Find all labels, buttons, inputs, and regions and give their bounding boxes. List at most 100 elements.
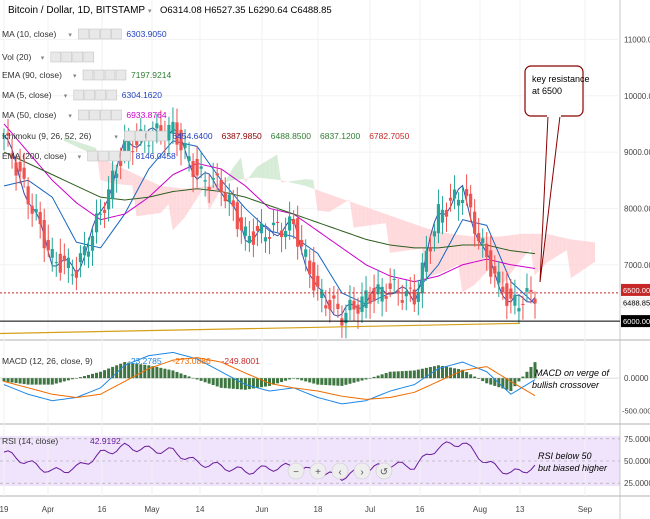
macd-hist-bar [163, 368, 167, 379]
gear-icon[interactable] [89, 28, 100, 40]
chevron-down-icon[interactable]: ▾ [68, 32, 72, 39]
eye-icon[interactable] [73, 89, 85, 101]
candle-body [183, 143, 187, 148]
reset-button[interactable] [375, 462, 393, 480]
candle-body [94, 213, 99, 233]
indicator-label[interactable]: Vol (20) [2, 52, 31, 62]
eye-icon[interactable] [78, 109, 89, 121]
close-icon[interactable] [146, 130, 157, 142]
close-icon[interactable] [95, 89, 107, 101]
macd-hist-bar [263, 378, 267, 387]
zoom-in-button[interactable] [309, 462, 327, 480]
macd-hist-bar [525, 371, 529, 379]
trendline[interactable] [0, 322, 521, 335]
close-icon[interactable] [100, 109, 111, 121]
macd-hist-bar [42, 378, 46, 385]
close-icon[interactable] [109, 150, 120, 162]
candle-body [384, 296, 388, 299]
macd-hist-bar [481, 378, 485, 382]
candle-body [18, 161, 22, 172]
gear-icon[interactable] [89, 109, 100, 121]
chevron-down-icon[interactable]: ▾ [73, 73, 77, 80]
eye-icon[interactable] [124, 130, 135, 142]
candle-body [251, 231, 256, 245]
candle-body [320, 289, 324, 299]
scroll-right-button[interactable] [353, 462, 371, 480]
macd-label[interactable]: MACD (12, 26, close, 9) [2, 356, 93, 366]
cloud-segment [64, 137, 69, 143]
indicator-label[interactable]: MA (5, close) [2, 90, 52, 100]
macd-hist-bar [284, 378, 288, 381]
eye-icon[interactable] [50, 51, 62, 63]
cloud-segment [341, 198, 346, 205]
time-tick: Aug [473, 505, 487, 514]
chevron-down-icon[interactable]: ▾ [68, 113, 72, 120]
plus-icon[interactable] [120, 150, 131, 162]
cloud-segment [232, 162, 237, 181]
plus-icon[interactable] [106, 89, 118, 101]
cloud-segment [265, 159, 270, 179]
plus-icon[interactable] [111, 109, 122, 121]
macd-hist-bar [428, 367, 432, 379]
chevron-down-icon[interactable]: ▾ [41, 55, 45, 62]
macd-hist-bar [268, 378, 271, 386]
plus-icon[interactable] [157, 130, 168, 142]
close-icon[interactable] [72, 51, 84, 63]
cloud-segment [502, 235, 507, 285]
rsi-label[interactable]: RSI (14, close) [2, 436, 58, 446]
candle-body [175, 122, 179, 145]
cloud-segment [590, 241, 595, 265]
gear-icon[interactable] [135, 130, 146, 142]
macd-hist-bar [436, 365, 440, 379]
macd-hist-bar [219, 378, 223, 388]
cloud-segment [550, 234, 555, 261]
gear-icon[interactable] [84, 89, 96, 101]
cloud-segment [180, 188, 185, 222]
indicator-label[interactable]: EMA (200, close) [2, 151, 67, 161]
macd-hist-bar [167, 369, 171, 379]
plus-icon[interactable] [111, 28, 122, 40]
eye-icon[interactable] [82, 69, 94, 81]
chevron-down-icon[interactable]: ▾ [64, 93, 68, 100]
macd-hist-bar [103, 370, 107, 379]
close-icon[interactable] [104, 69, 116, 81]
macd-hist-bar [292, 378, 296, 379]
indicator-label[interactable]: EMA (90, close) [2, 70, 62, 80]
gear-icon[interactable] [61, 51, 73, 63]
macd-hist-bar [22, 378, 26, 385]
macd-hist-bar [344, 378, 348, 385]
cloud-segment [96, 147, 101, 180]
candle-body [10, 153, 14, 159]
macd-hist-bar [203, 378, 207, 383]
macd-hist-bar [473, 376, 477, 379]
chevron-down-icon[interactable]: ▾ [148, 8, 152, 15]
cloud-segment [365, 207, 370, 226]
close-icon[interactable] [100, 28, 111, 40]
macd-hist-bar [139, 364, 143, 379]
eye-icon[interactable] [87, 150, 98, 162]
cloud-segment [474, 236, 479, 286]
indicator-label[interactable]: Ichimoku (9, 26, 52, 26) [2, 131, 91, 141]
chevron-down-icon[interactable]: ▾ [114, 134, 118, 141]
macd-hist-bar [62, 378, 66, 382]
scroll-left-button[interactable] [331, 462, 349, 480]
plus-icon[interactable] [83, 51, 95, 63]
gear-icon[interactable] [93, 69, 105, 81]
chevron-down-icon[interactable]: ▾ [78, 154, 82, 161]
macd-hist-bar [135, 363, 139, 379]
indicator-label[interactable]: MA (50, close) [2, 110, 56, 120]
macd-hist-bar [296, 378, 300, 380]
cloud-segment [208, 184, 213, 211]
plus-icon[interactable] [115, 69, 127, 81]
zoom-out-button[interactable] [287, 462, 305, 480]
macd-hist-bar [6, 378, 10, 382]
candle-body [288, 216, 292, 231]
gear-icon[interactable] [98, 150, 109, 162]
cloud-segment [313, 179, 318, 211]
cloud-segment [430, 229, 435, 277]
eye-icon[interactable] [78, 28, 89, 40]
symbol-title[interactable]: Bitcoin / Dollar, 1D, BITSTAMP [8, 5, 145, 16]
indicator-label[interactable]: MA (10, close) [2, 29, 56, 39]
macd-hist-bar [312, 378, 316, 384]
candle-body [26, 186, 30, 205]
